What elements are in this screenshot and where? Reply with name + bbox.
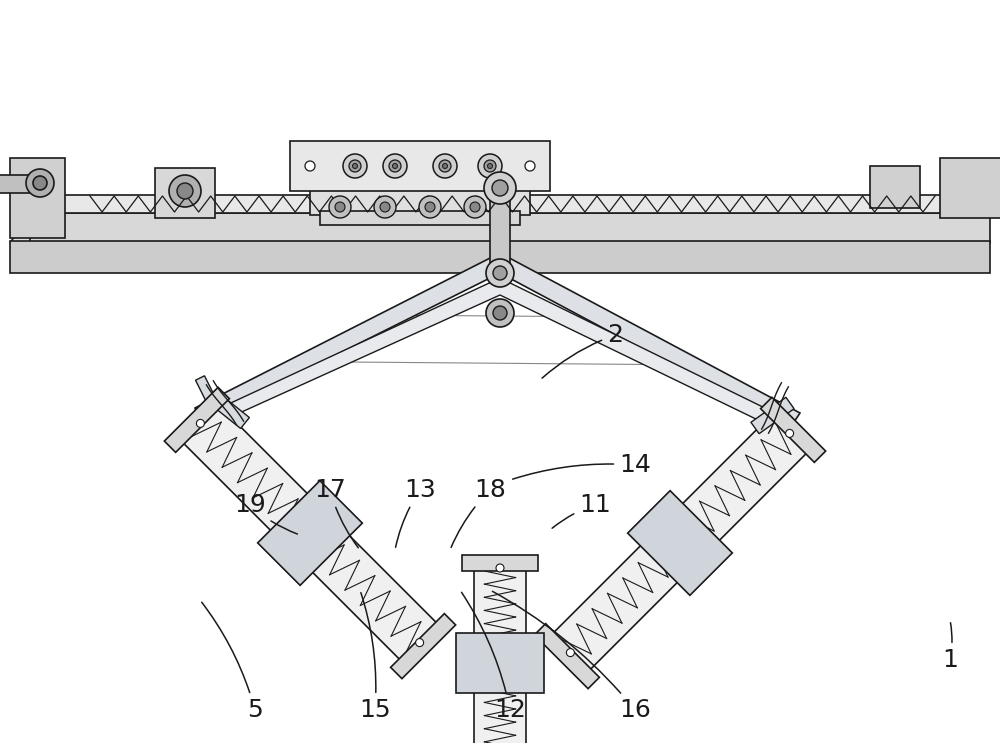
Circle shape [380, 202, 390, 212]
Text: 1: 1 [942, 623, 958, 672]
Polygon shape [178, 401, 442, 664]
Circle shape [425, 202, 435, 212]
Circle shape [786, 429, 794, 438]
Polygon shape [462, 555, 538, 571]
Polygon shape [751, 398, 794, 434]
Text: 19: 19 [234, 493, 297, 534]
Circle shape [492, 180, 508, 196]
Circle shape [496, 564, 504, 572]
Polygon shape [258, 481, 362, 585]
Circle shape [329, 196, 351, 218]
Circle shape [196, 419, 204, 427]
Bar [290, 141, 550, 191]
Polygon shape [196, 376, 214, 400]
Bar [10, 158, 65, 238]
Circle shape [442, 163, 448, 169]
Bar [320, 211, 520, 225]
Text: 16: 16 [492, 591, 651, 722]
Polygon shape [164, 387, 229, 452]
Circle shape [383, 154, 407, 178]
Text: 5: 5 [202, 603, 263, 722]
Circle shape [478, 154, 502, 178]
Text: 2: 2 [542, 323, 623, 378]
Text: 13: 13 [396, 478, 436, 548]
Bar [10, 241, 990, 273]
Polygon shape [456, 633, 544, 693]
Circle shape [470, 202, 480, 212]
Bar [155, 168, 215, 218]
Polygon shape [534, 623, 599, 689]
Text: 14: 14 [513, 453, 651, 479]
Bar [0, 175, 30, 193]
Circle shape [419, 196, 441, 218]
Circle shape [392, 163, 398, 169]
Text: 11: 11 [552, 493, 611, 528]
Circle shape [484, 160, 496, 172]
Circle shape [389, 160, 401, 172]
Polygon shape [548, 412, 812, 675]
Circle shape [33, 176, 47, 190]
Circle shape [486, 299, 514, 327]
Polygon shape [216, 398, 249, 429]
Circle shape [493, 266, 507, 280]
Circle shape [26, 169, 54, 197]
Circle shape [464, 196, 486, 218]
Circle shape [343, 154, 367, 178]
Bar [870, 166, 920, 208]
Polygon shape [391, 614, 456, 678]
Text: 15: 15 [359, 593, 391, 722]
Circle shape [352, 163, 358, 169]
Circle shape [335, 202, 345, 212]
Circle shape [566, 649, 574, 657]
Text: 17: 17 [314, 478, 358, 548]
Polygon shape [10, 213, 990, 243]
Circle shape [305, 161, 315, 171]
Polygon shape [195, 253, 800, 428]
Polygon shape [220, 278, 775, 421]
Bar [940, 158, 1000, 218]
Circle shape [177, 183, 193, 199]
Text: 12: 12 [462, 592, 526, 722]
Polygon shape [761, 398, 826, 462]
Text: 18: 18 [451, 478, 506, 548]
Polygon shape [474, 563, 526, 743]
Circle shape [169, 175, 201, 207]
Circle shape [439, 160, 451, 172]
Circle shape [349, 160, 361, 172]
Circle shape [525, 161, 535, 171]
Circle shape [486, 259, 514, 287]
Polygon shape [628, 490, 732, 595]
Circle shape [416, 638, 424, 646]
Bar [490, 193, 510, 283]
Circle shape [433, 154, 457, 178]
Circle shape [484, 172, 516, 204]
Bar [30, 195, 970, 213]
Bar [30, 213, 990, 243]
Bar [310, 190, 530, 215]
Circle shape [374, 196, 396, 218]
Circle shape [493, 306, 507, 320]
Circle shape [488, 163, 492, 169]
